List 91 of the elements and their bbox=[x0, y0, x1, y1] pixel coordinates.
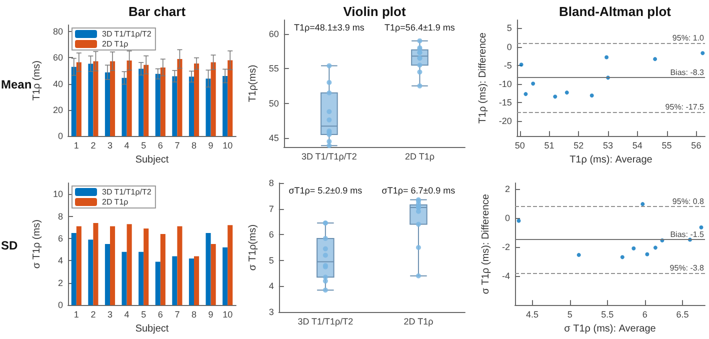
y-tick-label: 2 bbox=[504, 184, 510, 194]
x-axis-title: Subject bbox=[135, 154, 169, 166]
x-tick-label: 1 bbox=[74, 140, 79, 151]
y-axis-title: T1ρ (ms): Difference bbox=[478, 32, 488, 124]
y-tick-label: 4 bbox=[58, 256, 63, 266]
x-tick-label: 50 bbox=[514, 140, 525, 151]
text: Mean bbox=[1, 78, 32, 92]
x-tick-label: 55 bbox=[662, 140, 672, 151]
ref-line-label: 95%: 1.0 bbox=[672, 34, 705, 43]
x-tick-label: 9 bbox=[208, 140, 214, 151]
y-tick-label: 7 bbox=[268, 204, 274, 214]
x-tick-label: 6 bbox=[158, 140, 163, 151]
y-axis-title: σ T1ρ (ms): Difference bbox=[480, 194, 492, 294]
x-tick-label: 4.5 bbox=[526, 310, 539, 320]
x-tick-label: 2 bbox=[90, 140, 96, 151]
x-tick-label: 52 bbox=[574, 140, 584, 151]
y-tick-label: -20 bbox=[498, 116, 512, 126]
x-axis-title: σ T1ρ (ms): Average bbox=[564, 324, 656, 334]
x-tick-label: 54 bbox=[632, 140, 642, 151]
ref-line-label: Bias: -1.5 bbox=[670, 230, 705, 240]
ref-line-label: 95%: -17.5 bbox=[665, 102, 705, 112]
ref-line-label: 95%: -3.8 bbox=[670, 264, 705, 273]
y-axis-title: T1ρ(ms) bbox=[248, 64, 258, 102]
x-axis-title: T1ρ (ms): Average bbox=[570, 154, 653, 166]
x-tick-label: 1 bbox=[74, 310, 79, 320]
x-tick-label: 8 bbox=[191, 310, 197, 320]
y-axis-title: T1ρ (ms) bbox=[32, 60, 43, 101]
x-tick-label: 3 bbox=[107, 140, 113, 151]
y-tick-label: 6 bbox=[58, 234, 63, 244]
x-tick-label: 5 bbox=[141, 140, 146, 151]
x-tick-label: 6 bbox=[158, 310, 163, 320]
annotation: T1ρ=48.1±3.9 ms bbox=[294, 22, 365, 32]
y-tick-label: 40 bbox=[52, 78, 63, 89]
x-tick-label: 6 bbox=[642, 310, 648, 320]
ref-line-label: 95%: 0.8 bbox=[672, 196, 705, 206]
x-tick-label: 5 bbox=[141, 310, 146, 320]
y-tick-label: 4 bbox=[268, 281, 274, 292]
y-tick-label: 0 bbox=[504, 212, 510, 223]
x-tick-label: 5 bbox=[567, 310, 572, 320]
y-tick-label: -10 bbox=[498, 79, 512, 90]
y-tick-label: 10 bbox=[52, 189, 63, 200]
y-tick-label: 8 bbox=[58, 211, 63, 222]
y-tick-label: 55 bbox=[268, 64, 279, 74]
legend-label: 2D T1ρ bbox=[102, 198, 129, 206]
y-tick-label: 45 bbox=[268, 132, 279, 143]
legend-label: 3D T1/T1ρ/T2 bbox=[102, 30, 152, 38]
x-tick-label: 4 bbox=[124, 140, 130, 151]
y-tick-label: 0 bbox=[506, 42, 512, 52]
y-axis-title: σ T1ρ (ms) bbox=[32, 220, 43, 269]
chart-title: Bland-Altman plot bbox=[559, 4, 672, 19]
y-tick-label: 80 bbox=[52, 26, 63, 37]
y-tick-label: 5 bbox=[268, 255, 274, 266]
x-tick-label: 56 bbox=[691, 140, 702, 151]
y-tick-label: 50 bbox=[268, 98, 279, 108]
x-tick-label: 5.5 bbox=[601, 310, 614, 320]
y-tick-label: -2 bbox=[502, 242, 510, 252]
x-tick-label: 3 bbox=[107, 310, 113, 320]
y-tick-label: 0 bbox=[58, 300, 63, 310]
x-tick-label: 4 bbox=[124, 310, 130, 320]
y-tick-label: 60 bbox=[52, 52, 63, 63]
text: SD bbox=[1, 238, 18, 252]
x-tick-label: 51 bbox=[544, 140, 554, 151]
y-tick-label: -15 bbox=[498, 98, 512, 108]
y-tick-label: 8 bbox=[268, 178, 274, 188]
x-tick-label: 53 bbox=[603, 140, 614, 151]
y-tick-label: 5 bbox=[506, 23, 512, 34]
x-tick-label: 7 bbox=[174, 310, 180, 320]
chart-title: Violin plot bbox=[343, 4, 406, 19]
y-tick-label: -5 bbox=[504, 60, 512, 70]
x-tick-label: 2 bbox=[90, 310, 96, 320]
annotation: T1ρ=56.4±1.9 ms bbox=[384, 22, 456, 32]
y-tick-label: 20 bbox=[52, 104, 63, 115]
x-tick-label: 6.5 bbox=[676, 310, 689, 320]
legend-label: 3D T1/T1ρ/T2 bbox=[102, 188, 152, 196]
x-tick-label: 10 bbox=[222, 310, 233, 320]
x-tick-label: 7 bbox=[174, 140, 180, 151]
chart-title: Bar chart bbox=[128, 4, 186, 19]
x-tick-label: 10 bbox=[222, 140, 233, 151]
y-axis-title: σ T1ρ(ms) bbox=[248, 224, 258, 271]
y-tick-label: 0 bbox=[58, 131, 63, 142]
x-tick-label: 9 bbox=[208, 310, 214, 320]
y-tick-label: -4 bbox=[502, 271, 510, 282]
x-axis-title: Subject bbox=[135, 324, 169, 334]
y-tick-label: 6 bbox=[268, 230, 274, 240]
ref-line-label: Bias: -8.3 bbox=[670, 68, 705, 78]
x-tick-label: 8 bbox=[191, 140, 197, 151]
y-tick-label: 60 bbox=[268, 28, 279, 39]
y-tick-label: 2 bbox=[58, 278, 63, 288]
annotation: σT1ρ= 5.2±0.9 ms bbox=[288, 186, 363, 196]
annotation: σT1ρ= 6.7±0.9 ms bbox=[382, 186, 456, 196]
legend-label: 2D T1ρ bbox=[102, 40, 129, 48]
